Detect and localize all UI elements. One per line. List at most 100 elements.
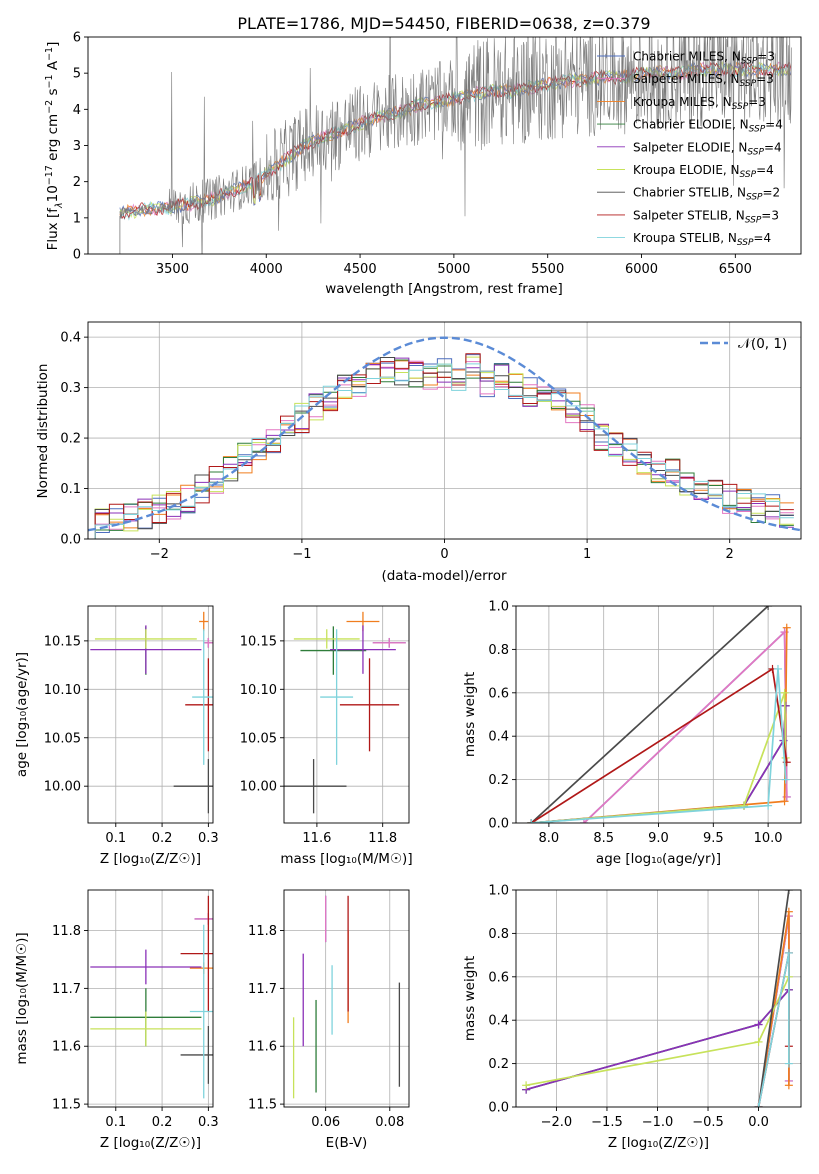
y-axis-label: mass weight — [462, 672, 478, 757]
x-tick-label: −2.0 — [541, 1115, 573, 1130]
plot-frame — [515, 605, 802, 824]
spectrum-plot-area — [119, 37, 792, 254]
x-tick-label: 0.08 — [375, 1115, 404, 1130]
y-tick-label: 3 — [73, 139, 81, 154]
y-tick-label: 6 — [73, 31, 81, 46]
legend-label: Kroupa STELIB, NSSP=4 — [633, 231, 771, 248]
plot-frame — [87, 889, 214, 1108]
plot-frame — [283, 889, 410, 1108]
x-axis-label: wavelength [Angstrom, rest frame] — [325, 281, 563, 297]
series-line — [583, 630, 788, 823]
x-axis-label: Z [log₁₀(Z/Z☉)] — [100, 1135, 201, 1151]
y-tick-label: 11.7 — [52, 982, 81, 997]
series-line — [531, 692, 787, 823]
x-tick-label: 2 — [726, 547, 734, 562]
y-tick-label: 0.0 — [488, 817, 509, 832]
y-tick-label: 0.2 — [488, 773, 509, 788]
y-axis-label: Flux [fλ10−17 erg cm−2 s−1 A−1] — [44, 42, 65, 251]
legend-label: Kroupa MILES, NSSP=3 — [633, 95, 766, 112]
x-tick-label: 10.0 — [754, 831, 783, 846]
x-tick-label: 5000 — [437, 262, 470, 277]
series-line — [757, 952, 790, 1107]
legend-label: Chabrier STELIB, NSSP=2 — [633, 186, 780, 203]
x-axis-label: Z [log₁₀(Z/Z☉)] — [608, 1135, 709, 1151]
x-tick-label: 0.2 — [152, 1115, 173, 1130]
x-tick-label: 0.3 — [198, 1115, 219, 1130]
y-axis-label: Normed distribution — [35, 364, 51, 499]
x-tick-label: 6500 — [719, 262, 752, 277]
y-tick-label: 0.2 — [60, 432, 81, 447]
y-tick-label: 0.6 — [488, 970, 509, 985]
legend-label: Kroupa ELODIE, NSSP=4 — [633, 163, 774, 180]
y-tick-label: 0.0 — [488, 1101, 509, 1116]
x-tick-label: 0.3 — [198, 831, 219, 846]
legend-label: Salpeter STELIB, NSSP=3 — [633, 208, 779, 225]
y-tick-label: 0.2 — [488, 1057, 509, 1072]
y-tick-label: 11.6 — [52, 1040, 81, 1055]
histogram-step-line — [94, 353, 794, 539]
errorbar-plot-area — [90, 895, 213, 1099]
x-axis-label: (data-model)/error — [381, 568, 507, 584]
legend-label: Chabrier ELODIE, NSSP=4 — [633, 118, 783, 135]
y-tick-label: 0.8 — [488, 643, 509, 658]
x-tick-label: 0 — [440, 547, 448, 562]
x-tick-label: 3500 — [156, 262, 189, 277]
x-tick-label: −1.5 — [591, 1115, 623, 1130]
x-tick-label: −1.0 — [642, 1115, 674, 1130]
x-axis-label: Z [log₁₀(Z/Z☉)] — [100, 851, 201, 867]
errorbar-plot-area — [284, 611, 406, 814]
series-line — [530, 606, 769, 823]
figure-title: PLATE=1786, MJD=54450, FIBERID=0638, z=0… — [237, 14, 650, 33]
x-tick-label: 8.5 — [593, 831, 614, 846]
y-tick-label: 0.4 — [60, 331, 81, 346]
x-tick-label: 0.2 — [152, 831, 173, 846]
x-tick-label: 11.6 — [302, 831, 331, 846]
legend-label: Chabrier MILES, NSSP=3 — [633, 50, 775, 67]
y-tick-label: 11.5 — [52, 1098, 81, 1113]
y-tick-label: 0.1 — [60, 482, 81, 497]
y-tick-label: 4 — [73, 103, 81, 118]
y-tick-label: 10.10 — [240, 683, 277, 698]
y-tick-label: 0.4 — [488, 1014, 509, 1029]
y-tick-label: 11.6 — [248, 1040, 277, 1055]
x-tick-label: 8.0 — [539, 831, 560, 846]
x-tick-label: 6000 — [625, 262, 658, 277]
y-axis-label: mass [log₁₀(M/M☉)] — [14, 932, 30, 1064]
y-tick-label: 5 — [73, 67, 81, 82]
x-tick-label: 4000 — [250, 262, 283, 277]
plot-frame — [283, 605, 410, 824]
x-tick-label: 11.8 — [368, 831, 397, 846]
x-tick-label: 9.5 — [703, 831, 724, 846]
y-tick-label: 1.0 — [488, 600, 509, 615]
legend-label: 𝒩(0, 1) — [738, 336, 787, 352]
plot-frame — [87, 36, 802, 255]
plot-frame — [87, 605, 214, 824]
histogram-step-line — [94, 363, 794, 539]
line-plot-area — [522, 890, 793, 1107]
series-line — [757, 890, 790, 1107]
plot-frame — [515, 889, 802, 1108]
x-tick-label: 0.06 — [311, 1115, 340, 1130]
y-tick-label: 0.0 — [60, 533, 81, 548]
errorbar-plot-area — [90, 611, 213, 814]
series-line — [530, 667, 788, 823]
x-tick-label: 0.1 — [105, 831, 126, 846]
histogram-plot-area — [88, 336, 801, 539]
x-tick-label: −1 — [292, 547, 311, 562]
y-tick-label: 11.8 — [248, 924, 277, 939]
x-tick-label: 1 — [583, 547, 591, 562]
x-tick-label: 0.1 — [105, 1115, 126, 1130]
x-tick-label: 4500 — [344, 262, 377, 277]
x-tick-label: 5500 — [531, 262, 564, 277]
y-tick-label: 10.05 — [240, 731, 277, 746]
x-axis-label: mass [log₁₀(M/M☉)] — [280, 851, 412, 867]
y-tick-label: 0.8 — [488, 927, 509, 942]
x-tick-label: 0.0 — [748, 1115, 769, 1130]
plot-frame — [87, 321, 802, 540]
data-spectrum-line — [119, 37, 792, 254]
legend-label: Salpeter ELODIE, NSSP=4 — [633, 140, 782, 157]
y-tick-label: 0.6 — [488, 686, 509, 701]
y-tick-label: 0 — [73, 248, 81, 263]
y-tick-label: 2 — [73, 175, 81, 190]
x-tick-label: −0.5 — [692, 1115, 724, 1130]
